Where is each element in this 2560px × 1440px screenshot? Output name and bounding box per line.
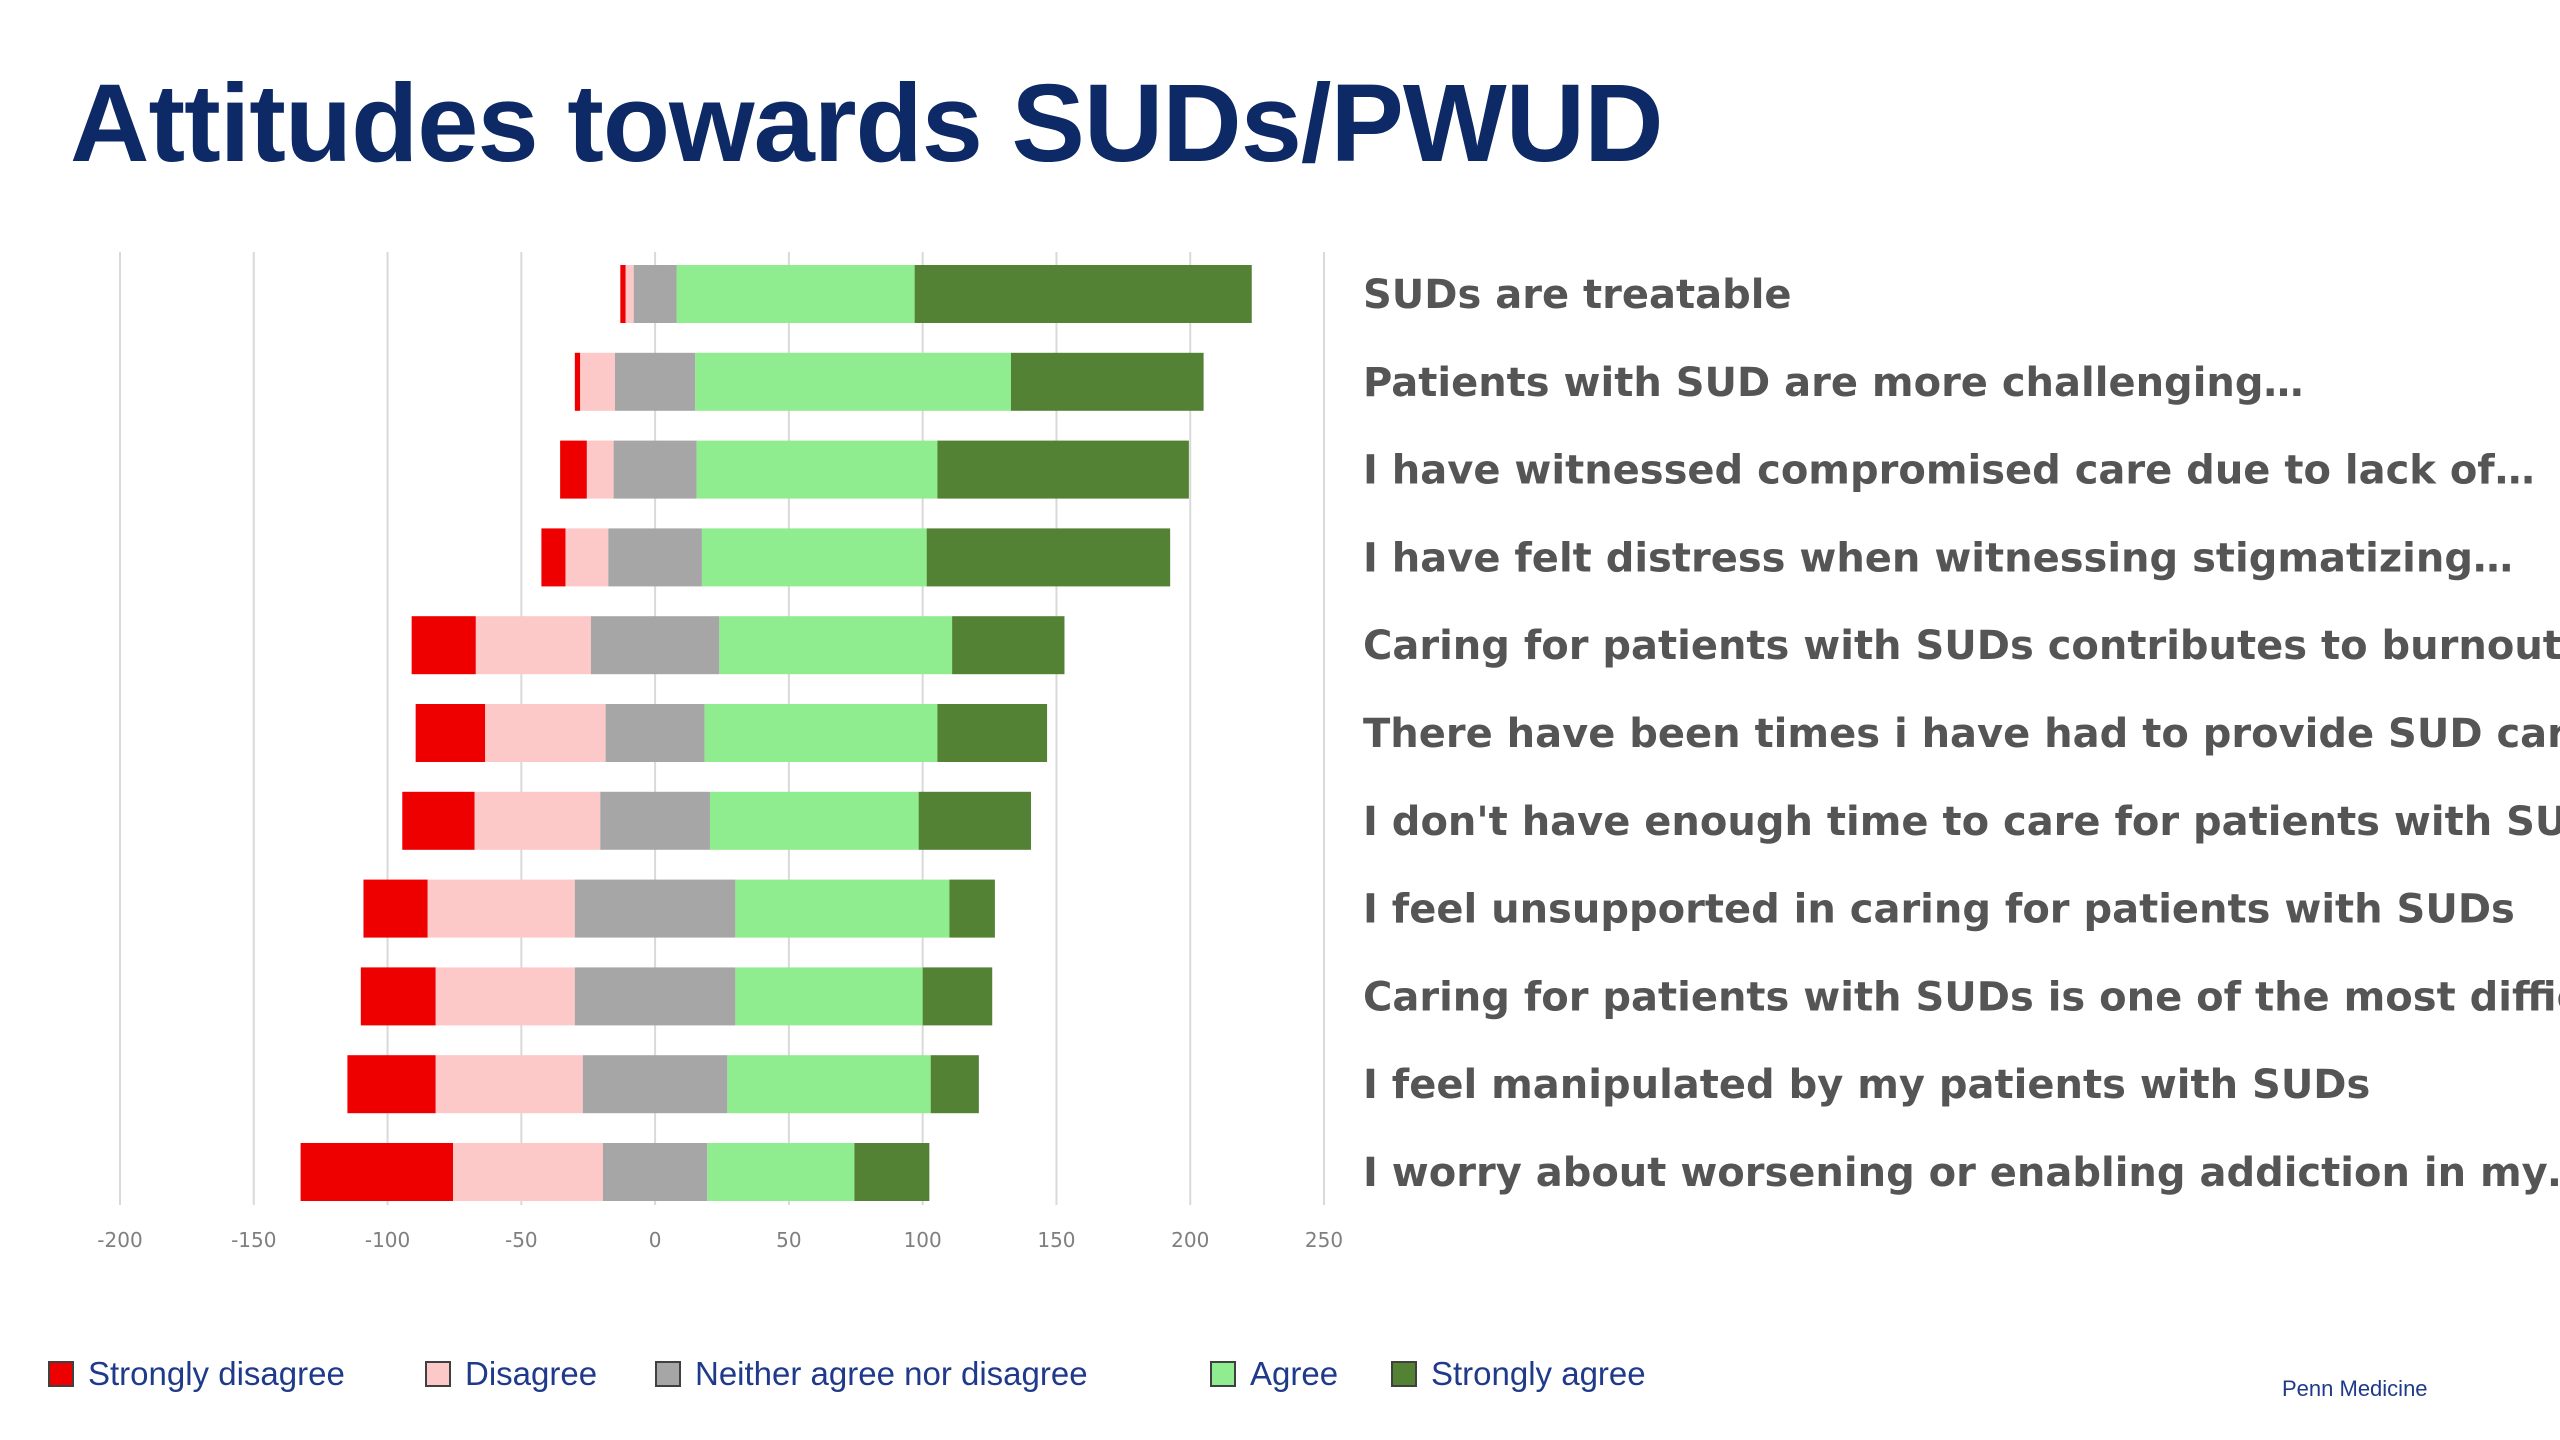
bar-segment-neither-agree-nor-disagree xyxy=(602,1143,708,1201)
bar-segment-strongly-disagree xyxy=(574,352,581,411)
bars xyxy=(300,265,1252,1201)
bar-segment-disagree xyxy=(435,967,575,1026)
bar-segment-neither-agree-nor-disagree xyxy=(614,352,696,411)
x-tick-label: 200 xyxy=(1171,1228,1209,1252)
bar-segment-disagree xyxy=(475,616,591,675)
category-label: There have been times i have had to prov… xyxy=(1363,711,2560,757)
bar-segment-neither-agree-nor-disagree xyxy=(590,616,720,675)
bar-segment-strongly-disagree xyxy=(411,616,476,675)
legend-item: Agree xyxy=(1210,1355,1338,1393)
bar-segment-strongly-agree xyxy=(922,967,993,1026)
legend-item: Disagree xyxy=(425,1355,597,1393)
bar-segment-neither-agree-nor-disagree xyxy=(574,879,736,938)
x-tick-label: 0 xyxy=(649,1228,662,1252)
bar-segment-strongly-agree xyxy=(949,879,995,938)
bar-segment-disagree xyxy=(453,1143,603,1201)
bar-segment-strongly-agree xyxy=(914,265,1252,323)
category-label: Caring for patients with SUDs contribute… xyxy=(1363,623,2560,669)
x-tick-label: -200 xyxy=(97,1228,142,1252)
category-label: I have felt distress when witnessing sti… xyxy=(1363,535,2513,581)
brand-label: Penn Medicine xyxy=(2282,1376,2428,1401)
slide-title: Attitudes towards SUDs/PWUD xyxy=(70,62,1664,185)
bar-segment-strongly-disagree xyxy=(560,440,587,499)
bar-segment-agree xyxy=(701,528,927,587)
legend-label: Neither agree nor disagree xyxy=(695,1355,1088,1392)
bar-segment-agree xyxy=(676,265,915,323)
bar-segment-strongly-disagree xyxy=(360,967,436,1026)
category-label: I have witnessed compromised care due to… xyxy=(1363,448,2535,494)
bar-segment-strongly-disagree xyxy=(347,1055,436,1114)
bar-segment-strongly-agree xyxy=(937,704,1048,762)
bar-segment-strongly-disagree xyxy=(620,265,626,323)
bar-segment-disagree xyxy=(474,791,601,850)
bar-segment-agree xyxy=(695,352,1011,411)
x-tick-label: -100 xyxy=(365,1228,410,1252)
legend-swatch xyxy=(655,1361,681,1387)
bar-segment-agree xyxy=(709,791,919,850)
legend-item: Strongly agree xyxy=(1391,1355,1646,1393)
diverging-bar-chart: -200 -150 -100 -50 0 50 100 150 200 250 SUDs are … xyxy=(97,252,2560,1252)
legend-label: Disagree xyxy=(465,1355,598,1392)
bar-segment-neither-agree-nor-disagree xyxy=(605,704,705,762)
legend-swatch xyxy=(48,1361,74,1387)
bar-segment-neither-agree-nor-disagree xyxy=(600,791,710,850)
category-label: Caring for patients with SUDs is one of … xyxy=(1363,974,2560,1020)
bar-segment-agree xyxy=(707,1143,855,1201)
bar-segment-strongly-agree xyxy=(926,528,1171,587)
legend-label: Agree xyxy=(1250,1355,1339,1392)
bar-segment-neither-agree-nor-disagree xyxy=(613,440,697,499)
bar-segment-strongly-disagree xyxy=(541,528,566,587)
bar-segment-strongly-disagree xyxy=(300,1143,454,1201)
x-tick-label: -50 xyxy=(505,1228,538,1252)
bar-segment-strongly-disagree xyxy=(363,879,428,938)
bar-segment-strongly-agree xyxy=(930,1055,979,1114)
bar-segment-agree xyxy=(704,704,938,762)
bar-segment-disagree xyxy=(435,1055,583,1114)
category-label: I worry about worsening or enabling addi… xyxy=(1363,1150,2560,1196)
bar-segment-agree xyxy=(727,1055,931,1114)
bar-segment-agree xyxy=(735,879,950,938)
legend-item: Neither agree nor disagree xyxy=(655,1355,1088,1393)
bar-segment-strongly-disagree xyxy=(415,704,486,762)
category-label: SUDs are treatable xyxy=(1363,272,1792,318)
bar-segment-neither-agree-nor-disagree xyxy=(608,528,702,587)
legend-label: Strongly disagree xyxy=(88,1355,345,1392)
category-label: I don't have enough time to care for pat… xyxy=(1363,799,2560,845)
bar-segment-agree xyxy=(735,967,923,1026)
x-tick-label: 250 xyxy=(1305,1228,1343,1252)
legend-label: Strongly agree xyxy=(1431,1355,1646,1392)
bar-segment-strongly-agree xyxy=(1010,352,1204,411)
bar-segment-strongly-agree xyxy=(937,440,1189,499)
x-tick-label: 150 xyxy=(1037,1228,1075,1252)
legend-swatch xyxy=(425,1361,451,1387)
category-label: Patients with SUD are more challenging… xyxy=(1363,360,2304,406)
legend: Strongly disagree Disagree Neither agree n… xyxy=(48,1355,1748,1405)
bar-segment-disagree xyxy=(427,879,575,938)
x-tick-label: -150 xyxy=(231,1228,276,1252)
bar-segment-strongly-agree xyxy=(854,1143,930,1201)
legend-item: Strongly disagree xyxy=(48,1355,345,1393)
bar-segment-agree xyxy=(719,616,953,675)
x-tick-label: 100 xyxy=(904,1228,942,1252)
bar-segment-disagree xyxy=(580,352,615,411)
bar-segment-strongly-agree xyxy=(952,616,1065,675)
legend-swatch xyxy=(1210,1361,1236,1387)
bar-segment-disagree xyxy=(565,528,609,587)
bar-segment-disagree xyxy=(485,704,606,762)
category-labels: SUDs are treatable Patients with SUD are … xyxy=(1363,272,2560,1196)
bar-segment-disagree xyxy=(625,265,634,323)
bar-segment-neither-agree-nor-disagree xyxy=(582,1055,728,1114)
bar-segment-strongly-disagree xyxy=(402,791,475,850)
x-tick-label: 50 xyxy=(776,1228,801,1252)
bar-segment-neither-agree-nor-disagree xyxy=(574,967,736,1026)
bar-segment-neither-agree-nor-disagree xyxy=(633,265,677,323)
bar-segment-agree xyxy=(696,440,938,499)
x-axis-ticks: -200 -150 -100 -50 0 50 100 150 200 250 xyxy=(97,1228,1343,1252)
category-label: I feel unsupported in caring for patient… xyxy=(1363,887,2515,933)
bar-segment-strongly-agree xyxy=(918,791,1032,850)
legend-swatch xyxy=(1391,1361,1417,1387)
category-label: I feel manipulated by my patients with S… xyxy=(1363,1062,2370,1108)
bar-segment-disagree xyxy=(586,440,614,499)
